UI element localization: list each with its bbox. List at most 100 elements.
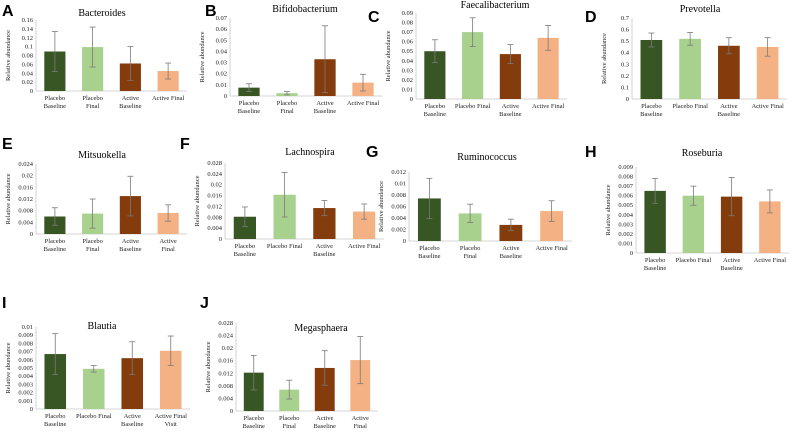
x-category-label: Placebo bbox=[45, 95, 66, 102]
x-category-label: Baseline bbox=[238, 108, 260, 115]
bar-placebo-final bbox=[682, 195, 705, 253]
x-category-label: Active bbox=[122, 238, 139, 245]
x-category-label: Baseline bbox=[314, 423, 336, 430]
bar-active-final bbox=[540, 211, 564, 241]
y-tick-label: 0.01 bbox=[402, 86, 413, 93]
y-tick-label: 0.003 bbox=[618, 221, 633, 228]
panel-title: Blautia bbox=[88, 321, 117, 332]
panel-title: Prevotella bbox=[680, 4, 721, 15]
y-tick-label: 0.008 bbox=[207, 214, 222, 221]
panel-title: Mitsuokella bbox=[78, 150, 126, 161]
x-category-label: Final bbox=[161, 246, 175, 253]
x-category-label: Placebo bbox=[279, 415, 300, 422]
bar-placebo-baseline bbox=[44, 354, 67, 409]
panel-ruminococcus: G Ruminococcus Relative abundance 0 0.002 0.0… bbox=[366, 144, 572, 260]
x-category-label: Baseline bbox=[44, 246, 66, 253]
y-tick-label: 0.012 bbox=[218, 370, 233, 377]
y-tick-label: 0.012 bbox=[207, 203, 222, 210]
y-tick-label: 0.006 bbox=[618, 193, 633, 200]
x-category-label: Placebo bbox=[641, 103, 662, 110]
y-tick-label: 0.5 bbox=[621, 38, 629, 45]
panel-letter: G bbox=[366, 144, 378, 161]
bar-placebo-final bbox=[82, 47, 104, 91]
y-tick-label: 0.007 bbox=[18, 349, 33, 356]
panel-title: Ruminococcus bbox=[457, 152, 517, 163]
y-tick-label: 0.009 bbox=[18, 332, 33, 339]
panel-title: Roseburia bbox=[682, 148, 723, 159]
y-tick-label: 0.004 bbox=[207, 225, 222, 232]
y-tick-label: 0.09 bbox=[402, 10, 413, 17]
y-tick-label: 0.024 bbox=[18, 161, 33, 168]
y-tick-label: 0.006 bbox=[18, 357, 33, 364]
x-category-label: Placebo bbox=[645, 257, 666, 264]
x-category-label: Placebo bbox=[243, 415, 264, 422]
bar-active-baseline bbox=[121, 358, 144, 409]
y-tick-label: 0.05 bbox=[402, 48, 413, 55]
bar-placebo-final bbox=[458, 213, 482, 241]
bar-active-final bbox=[159, 350, 182, 409]
y-tick-label: 0.07 bbox=[216, 15, 228, 22]
x-category-label: Baseline bbox=[640, 111, 662, 118]
x-category-label: Final bbox=[86, 246, 100, 253]
x-category-label: Placebo bbox=[460, 245, 481, 252]
bar-active-baseline bbox=[718, 45, 740, 99]
y-tick-label: 0.08 bbox=[22, 53, 33, 60]
x-category-label: Active bbox=[502, 245, 519, 252]
y-axis-label: Relative abundance bbox=[385, 30, 392, 81]
y-axis-label: Relative abundance bbox=[5, 342, 12, 393]
x-category-label: Placebo Final bbox=[76, 413, 112, 420]
bar-placebo-final bbox=[82, 368, 105, 409]
y-tick-label: 0.028 bbox=[207, 160, 222, 167]
y-tick-label: 0.04 bbox=[22, 70, 34, 77]
bar-active-baseline bbox=[313, 208, 336, 239]
bar-placebo-baseline bbox=[424, 51, 446, 99]
x-category-label: Placebo Final bbox=[676, 257, 712, 264]
panel-letter: I bbox=[2, 295, 6, 312]
x-category-label: Placebo bbox=[82, 95, 103, 102]
y-tick-label: 0 bbox=[30, 406, 33, 413]
y-tick-label: 0.07 bbox=[402, 29, 414, 36]
bar-active-final bbox=[350, 360, 371, 411]
y-axis-label: Relative abundance bbox=[205, 341, 212, 392]
y-tick-label: 0.028 bbox=[218, 320, 233, 327]
bar-active-final bbox=[157, 71, 179, 91]
x-category-label: Active Final bbox=[347, 100, 380, 107]
bar-placebo-final bbox=[462, 32, 484, 99]
x-category-label: Final bbox=[463, 253, 477, 260]
y-tick-label: 0.1 bbox=[621, 84, 629, 91]
x-category-label: Baseline bbox=[44, 103, 66, 110]
x-category-label: Placebo bbox=[82, 238, 103, 245]
panel-letter: F bbox=[180, 136, 190, 153]
y-tick-label: 0.005 bbox=[18, 365, 33, 372]
y-tick-label: 0.001 bbox=[618, 240, 633, 247]
bar-active-baseline bbox=[499, 54, 521, 99]
x-category-label: Final bbox=[280, 108, 294, 115]
panel-letter: D bbox=[585, 9, 597, 26]
bar-placebo-final bbox=[679, 38, 701, 99]
panel-title: Bacteroides bbox=[78, 8, 125, 19]
y-tick-label: 0 bbox=[224, 93, 227, 100]
panel-prevotella: D Prevotella Relative abundance 0 0.1 0.2 0.3 0… bbox=[585, 4, 787, 118]
panel-faecalibacterium: C Faecalibacterium Relative abundance 0 0.01… bbox=[368, 0, 567, 118]
y-tick-label: 0.02 bbox=[22, 79, 33, 86]
y-tick-label: 0.2 bbox=[621, 73, 629, 80]
y-tick-label: 0.06 bbox=[216, 26, 228, 33]
y-tick-label: 0.006 bbox=[391, 204, 406, 211]
x-category-label: Placebo bbox=[45, 413, 66, 420]
y-axis-label: Relative abundance bbox=[605, 184, 612, 235]
y-tick-label: 0.04 bbox=[216, 48, 228, 55]
y-tick-label: 0.002 bbox=[618, 231, 633, 238]
y-tick-label: 0.1 bbox=[25, 44, 33, 51]
x-category-label: Active Final bbox=[754, 257, 787, 264]
y-tick-label: 0 bbox=[630, 250, 633, 257]
y-tick-label: 0.03 bbox=[216, 60, 227, 67]
x-category-label: Baseline bbox=[44, 421, 66, 428]
x-category-label: Active bbox=[316, 243, 333, 250]
panel-megasphaera: J Megasphaera Relative abundance 0 0.004 0.00… bbox=[200, 295, 378, 430]
x-category-label: Active Final bbox=[751, 103, 784, 110]
panel-letter: J bbox=[200, 295, 209, 312]
y-axis-label: Relative abundance bbox=[194, 175, 201, 226]
panel-bifidobacterium: B Bifidobacterium Relative abundance 0 0.01 0… bbox=[199, 3, 382, 115]
x-category-label: Placebo bbox=[419, 245, 440, 252]
